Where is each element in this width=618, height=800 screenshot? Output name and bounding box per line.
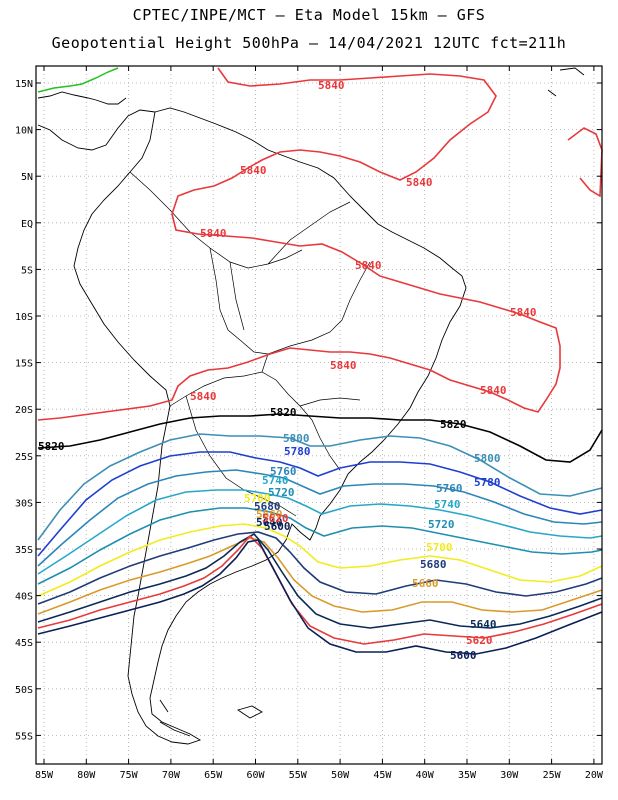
lon-tick-label: 55W [289, 770, 308, 781]
lon-tick-label: 20W [585, 770, 604, 781]
lon-tick-label: 45W [373, 770, 392, 781]
contour-labels: 5840 5840 5840 5840 5840 5840 5840 5840 … [38, 79, 537, 662]
coastline-tierra-del-fuego [159, 699, 191, 737]
lon-tick-label: 30W [500, 770, 519, 781]
contour-label-5840: 5840 [355, 259, 382, 272]
contour-label-5840: 5840 [406, 176, 433, 189]
lat-tick-label: 10S [15, 312, 33, 323]
contour-label-5840: 5840 [240, 164, 267, 177]
contour-label-5820: 5820 [38, 440, 65, 453]
lon-tick-label: 50W [331, 770, 350, 781]
longitude-labels: 85W 80W 75W 70W 65W 60W 55W 50W 45W 40W 35W 30W 25W 2… [35, 770, 604, 781]
coastline-central-america [37, 91, 156, 151]
latitude-labels: 15N 10N 5N EQ 5S 10S 15S 20S 25S 30S 35S 40S 45S 50S 5… [15, 79, 33, 742]
lat-tick-label: 10N [15, 126, 33, 137]
lat-tick-label: 50S [15, 685, 33, 696]
lat-tick-label: 15N [15, 79, 33, 90]
contour-label-5820: 5820 [440, 418, 467, 431]
contour-label-5720: 5720 [268, 486, 295, 499]
coastline-south-america [73, 107, 467, 745]
contour-5760 [37, 469, 603, 567]
lat-tick-label: 15S [15, 359, 33, 370]
lat-tick-label: 25S [15, 452, 33, 463]
contour-5640 [37, 532, 603, 629]
contour-label-5780: 5780 [284, 445, 311, 458]
contour-5680 [37, 531, 603, 605]
contour-label-5660: 5660 [256, 508, 283, 521]
chart-title-line2: Geopotential Height 500hPa – 14/04/2021 … [51, 34, 567, 52]
contour-label-5620: 5620 [466, 634, 493, 647]
contour-5620 [37, 534, 603, 645]
lat-tick-label: 55S [15, 731, 33, 742]
contour-5660 [37, 537, 603, 615]
grid-lines [36, 66, 602, 764]
contour-label-5620: 5620 [262, 512, 289, 525]
lon-tick-label: 25W [543, 770, 562, 781]
contour-5720 [37, 507, 603, 585]
contour-label-5840: 5840 [318, 79, 345, 92]
contour-label-5680: 5680 [254, 500, 281, 513]
lon-tick-label: 75W [120, 770, 139, 781]
lat-tick-label: 5N [21, 172, 33, 183]
contour-label-5640: 5640 [470, 618, 497, 631]
contour-5780 [37, 451, 603, 557]
contour-label-5820: 5820 [270, 406, 297, 419]
axis-ticks [36, 66, 602, 764]
contour-label-5600: 5600 [450, 649, 477, 662]
map-frame [35, 65, 603, 765]
contour-label-5680: 5680 [420, 558, 447, 571]
contour-5840-north [37, 67, 561, 421]
contour-label-5760: 5760 [436, 482, 463, 495]
contour-label-5740: 5740 [434, 498, 461, 511]
lat-tick-label: 5S [21, 265, 33, 276]
lat-tick-label: 30S [15, 498, 33, 509]
lat-tick-label: 20S [15, 405, 33, 416]
contour-label-5840: 5840 [480, 384, 507, 397]
lat-tick-label: EQ [21, 219, 33, 230]
lon-tick-label: 60W [246, 770, 265, 781]
contour-5740 [37, 489, 603, 575]
contour-label-5640: 5640 [256, 516, 283, 529]
contours [37, 67, 603, 655]
lon-tick-label: 70W [162, 770, 181, 781]
contour-label-5720: 5720 [428, 518, 455, 531]
lat-tick-label: 45S [15, 638, 33, 649]
contour-5800 [37, 433, 603, 541]
contour-5600 [37, 539, 603, 655]
contour-label-5800: 5800 [283, 432, 310, 445]
contour-5840-ne [567, 127, 603, 198]
lon-tick-label: 35W [458, 770, 477, 781]
lon-tick-label: 65W [204, 770, 223, 781]
contour-label-5600: 5600 [264, 520, 291, 533]
contour-label-5840: 5840 [200, 227, 227, 240]
contour-label-5840: 5840 [190, 390, 217, 403]
lat-tick-label: 40S [15, 592, 33, 603]
coastlines [37, 67, 585, 745]
contour-5820 [37, 413, 603, 463]
chart-title-line1: CPTEC/INPE/MCT – Eta Model 15km – GFS [132, 6, 486, 24]
coastline-falklands [236, 705, 263, 719]
lat-tick-label: 35S [15, 545, 33, 556]
contour-label-5740: 5740 [262, 474, 289, 487]
contour-5700 [37, 523, 603, 597]
lon-tick-label: 85W [35, 770, 54, 781]
country-borders [129, 171, 371, 517]
lon-tick-label: 80W [77, 770, 96, 781]
contour-label-5660: 5660 [412, 577, 439, 590]
border-segment-green [37, 67, 119, 93]
coastline-caribbean [95, 67, 585, 105]
lon-tick-label: 40W [416, 770, 435, 781]
contour-label-5840: 5840 [330, 359, 357, 372]
contour-label-5700: 5700 [244, 492, 271, 505]
contour-label-5840: 5840 [510, 306, 537, 319]
contour-label-5780: 5780 [474, 476, 501, 489]
contour-label-5700: 5700 [426, 541, 453, 554]
contour-label-5760: 5760 [270, 465, 297, 478]
contour-label-5800: 5800 [474, 452, 501, 465]
